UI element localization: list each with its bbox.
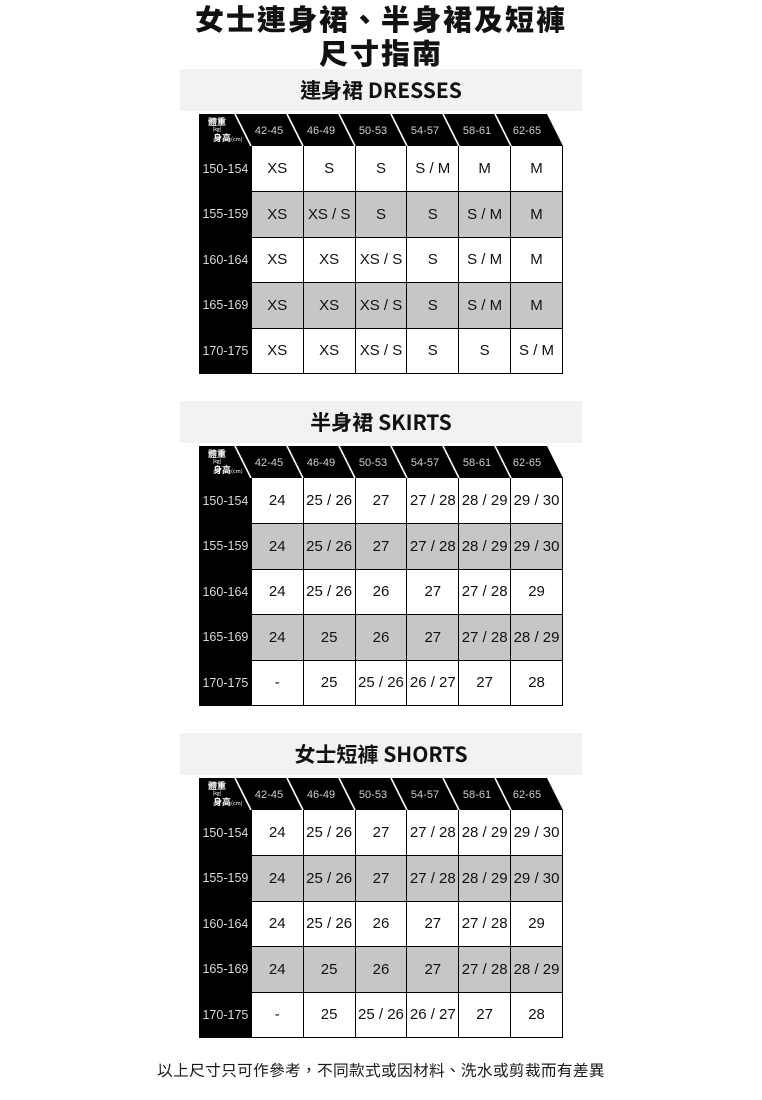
- svg-text:54-57: 54-57: [411, 789, 439, 801]
- svg-text:42-45: 42-45: [255, 125, 283, 137]
- svg-text:58-61: 58-61: [463, 125, 491, 137]
- svg-text:62-65: 62-65: [513, 789, 541, 801]
- svg-text:46-49: 46-49: [307, 457, 335, 469]
- svg-text:54-57: 54-57: [411, 457, 439, 469]
- svg-text:58-61: 58-61: [463, 789, 491, 801]
- svg-text:62-65: 62-65: [513, 125, 541, 137]
- svg-text:54-57: 54-57: [411, 125, 439, 137]
- svg-text:50-53: 50-53: [359, 457, 387, 469]
- svg-text:50-53: 50-53: [359, 789, 387, 801]
- svg-text:58-61: 58-61: [463, 457, 491, 469]
- svg-text:46-49: 46-49: [307, 789, 335, 801]
- svg-text:50-53: 50-53: [359, 125, 387, 137]
- svg-text:62-65: 62-65: [513, 457, 541, 469]
- svg-text:42-45: 42-45: [255, 457, 283, 469]
- svg-text:46-49: 46-49: [307, 125, 335, 137]
- svg-text:42-45: 42-45: [255, 789, 283, 801]
